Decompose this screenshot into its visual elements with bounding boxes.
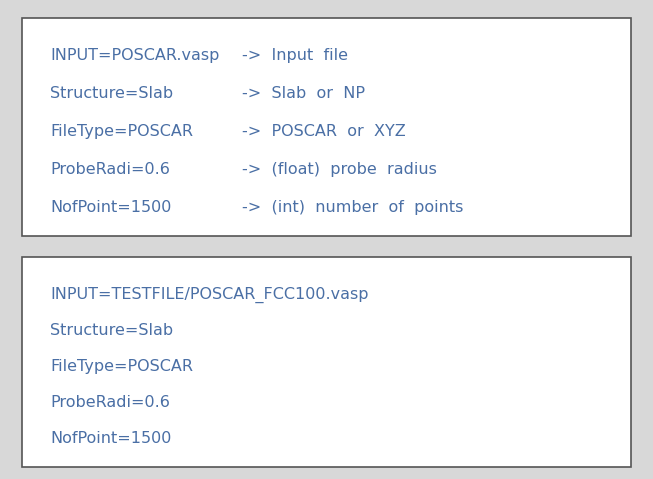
Text: INPUT=POSCAR.vasp: INPUT=POSCAR.vasp [50,48,219,63]
Text: ->  Slab  or  NP: -> Slab or NP [242,86,365,101]
Text: NofPoint=1500: NofPoint=1500 [50,431,171,446]
Bar [22,257,631,467]
Text: ProbeRadi=0.6: ProbeRadi=0.6 [50,395,170,410]
Bar [22,18,631,236]
Text: FileType=POSCAR: FileType=POSCAR [50,124,193,139]
Text: Structure=Slab: Structure=Slab [50,323,173,338]
Text: ->  POSCAR  or  XYZ: -> POSCAR or XYZ [242,124,406,139]
Text: ->  Input  file: -> Input file [242,48,348,63]
Text: FileType=POSCAR: FileType=POSCAR [50,359,193,374]
Text: ->  (float)  probe  radius: -> (float) probe radius [242,162,437,177]
Text: ->  (int)  number  of  points: -> (int) number of points [242,200,464,215]
Text: Structure=Slab: Structure=Slab [50,86,173,101]
Text: INPUT=TESTFILE/POSCAR_FCC100.vasp: INPUT=TESTFILE/POSCAR_FCC100.vasp [50,287,368,303]
Text: ProbeRadi=0.6: ProbeRadi=0.6 [50,162,170,177]
Text: NofPoint=1500: NofPoint=1500 [50,200,171,215]
